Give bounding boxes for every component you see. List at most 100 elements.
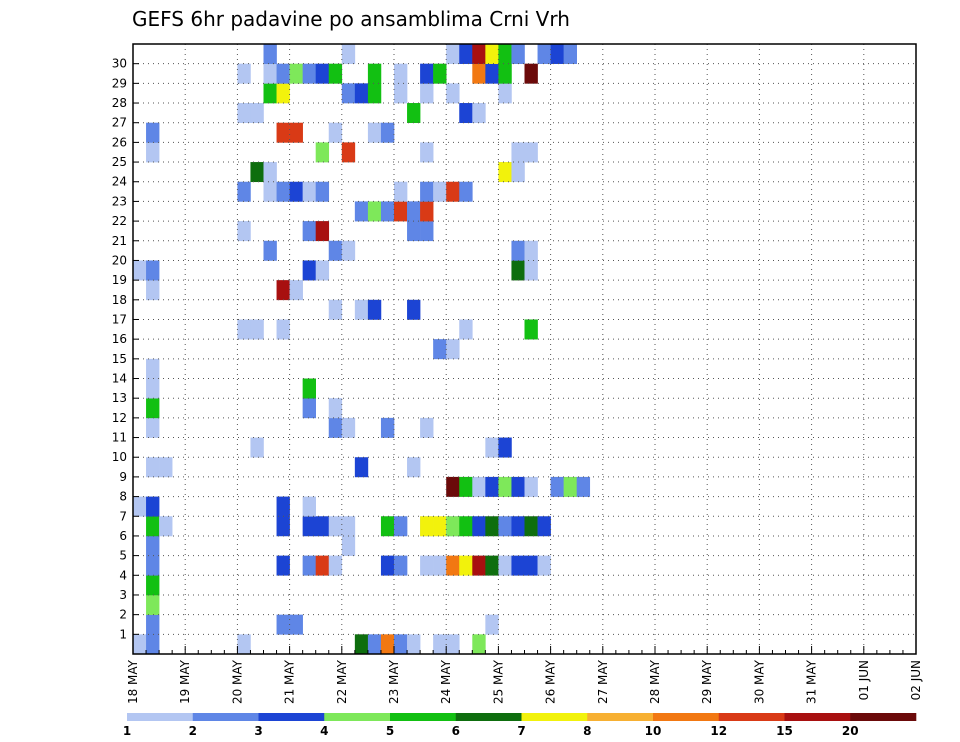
heatmap-cell bbox=[250, 103, 264, 124]
heatmap-cell bbox=[328, 516, 343, 537]
heatmap-cell bbox=[250, 437, 264, 458]
y-tick-label: 4 bbox=[119, 568, 127, 582]
heatmap-cell bbox=[524, 555, 538, 576]
heatmap-cell bbox=[407, 201, 421, 222]
heatmap-cell bbox=[302, 516, 316, 537]
heatmap-cell bbox=[380, 634, 395, 655]
heatmap-cell bbox=[302, 63, 316, 84]
heatmap-cell bbox=[289, 63, 303, 84]
colorbar-label: 4 bbox=[320, 724, 328, 738]
heatmap-cell bbox=[472, 103, 486, 124]
x-tick-label: 22 MAY bbox=[335, 659, 349, 704]
heatmap-cell bbox=[420, 63, 434, 84]
x-tick-label: 23 MAY bbox=[387, 659, 401, 704]
heatmap-cell bbox=[367, 63, 382, 84]
heatmap-cell bbox=[537, 44, 551, 64]
heatmap-cells bbox=[133, 44, 591, 655]
heatmap-cell bbox=[524, 63, 538, 84]
heatmap-cell bbox=[263, 44, 277, 64]
heatmap-cell bbox=[341, 417, 356, 438]
heatmap-cell bbox=[407, 221, 421, 242]
heatmap-cell bbox=[354, 201, 369, 222]
colorbar-label: 10 bbox=[645, 724, 662, 738]
heatmap-cell bbox=[511, 162, 525, 183]
colorbar-swatch bbox=[192, 713, 259, 721]
heatmap-cell bbox=[133, 496, 147, 517]
colorbar-swatch bbox=[127, 713, 194, 721]
heatmap-cell bbox=[550, 44, 564, 64]
heatmap-cell bbox=[433, 339, 447, 360]
x-tick-label: 28 MAY bbox=[648, 659, 662, 704]
x-axis-ticks: 18 MAY 19 MAY 20 MAY 21 MAY 22 MAY 23 MAY 24 M… bbox=[126, 646, 923, 704]
heatmap-cell bbox=[446, 555, 460, 576]
heatmap-cell bbox=[485, 63, 499, 84]
colorbar-swatch bbox=[258, 713, 325, 721]
heatmap-cell bbox=[563, 44, 577, 64]
heatmap-cell bbox=[433, 63, 447, 84]
heatmap-cell bbox=[146, 398, 160, 419]
colorbar-label: 7 bbox=[517, 724, 525, 738]
y-tick-label: 11 bbox=[112, 431, 127, 445]
heatmap-cell bbox=[159, 457, 173, 478]
y-tick-label: 21 bbox=[112, 234, 127, 248]
heatmap-cell bbox=[341, 516, 356, 537]
heatmap-cell bbox=[237, 634, 251, 655]
heatmap-cell bbox=[407, 634, 421, 655]
colorbar-label: 1 bbox=[123, 724, 131, 738]
heatmap-cell bbox=[367, 201, 382, 222]
x-tick-label: 19 MAY bbox=[178, 659, 192, 704]
heatmap-cell bbox=[237, 221, 251, 242]
heatmap-cell bbox=[341, 44, 356, 64]
y-tick-label: 29 bbox=[112, 76, 127, 90]
heatmap-cell bbox=[459, 181, 473, 202]
heatmap-cell bbox=[524, 240, 538, 261]
x-tick-label: 20 MAY bbox=[230, 659, 244, 704]
y-tick-label: 5 bbox=[119, 549, 127, 563]
heatmap-cell bbox=[276, 614, 290, 635]
x-tick-label: 30 MAY bbox=[752, 659, 766, 704]
heatmap-cell bbox=[354, 299, 369, 320]
heatmap-cell bbox=[380, 516, 395, 537]
heatmap-cell bbox=[394, 516, 408, 537]
chart-title: GEFS 6hr padavine po ansamblima Crni Vrh bbox=[132, 7, 570, 31]
heatmap-cell bbox=[367, 83, 382, 104]
heatmap-cell bbox=[498, 476, 512, 497]
y-tick-label: 20 bbox=[112, 253, 127, 267]
y-tick-label: 19 bbox=[112, 273, 127, 287]
heatmap-cell bbox=[380, 417, 395, 438]
heatmap-cell bbox=[498, 516, 512, 537]
colorbar-swatch bbox=[784, 713, 851, 721]
heatmap-cell bbox=[146, 142, 160, 163]
heatmap-cell bbox=[380, 555, 395, 576]
heatmap-cell bbox=[263, 83, 277, 104]
heatmap-cell bbox=[315, 221, 330, 242]
heatmap-cell bbox=[433, 555, 447, 576]
heatmap-cell bbox=[511, 555, 525, 576]
heatmap-cell bbox=[354, 457, 369, 478]
heatmap-cell bbox=[498, 63, 512, 84]
colorbar-swatch bbox=[324, 713, 391, 721]
heatmap-cell bbox=[472, 516, 486, 537]
heatmap-cell bbox=[315, 181, 330, 202]
colorbar-label: 6 bbox=[452, 724, 460, 738]
x-tick-label: 02 JUN bbox=[909, 660, 923, 700]
heatmap-cell bbox=[146, 496, 160, 517]
heatmap-cell bbox=[250, 162, 264, 183]
x-tick-label: 24 MAY bbox=[439, 659, 453, 704]
colorbar-label: 12 bbox=[710, 724, 727, 738]
heatmap-cell bbox=[511, 240, 525, 261]
heatmap-cell bbox=[420, 417, 434, 438]
x-tick-label: 01 JUN bbox=[857, 660, 871, 700]
heatmap-cell bbox=[472, 555, 486, 576]
colorbar-swatch bbox=[850, 713, 917, 721]
heatmap-cell bbox=[433, 181, 447, 202]
heatmap-cell bbox=[498, 83, 512, 104]
heatmap-cell bbox=[380, 122, 395, 143]
heatmap-cell bbox=[394, 555, 408, 576]
heatmap-cell bbox=[550, 476, 564, 497]
heatmap-cell bbox=[394, 83, 408, 104]
heatmap-cell bbox=[289, 614, 303, 635]
heatmap-cell bbox=[446, 516, 460, 537]
heatmap-cell bbox=[328, 417, 343, 438]
heatmap-cell bbox=[328, 299, 343, 320]
